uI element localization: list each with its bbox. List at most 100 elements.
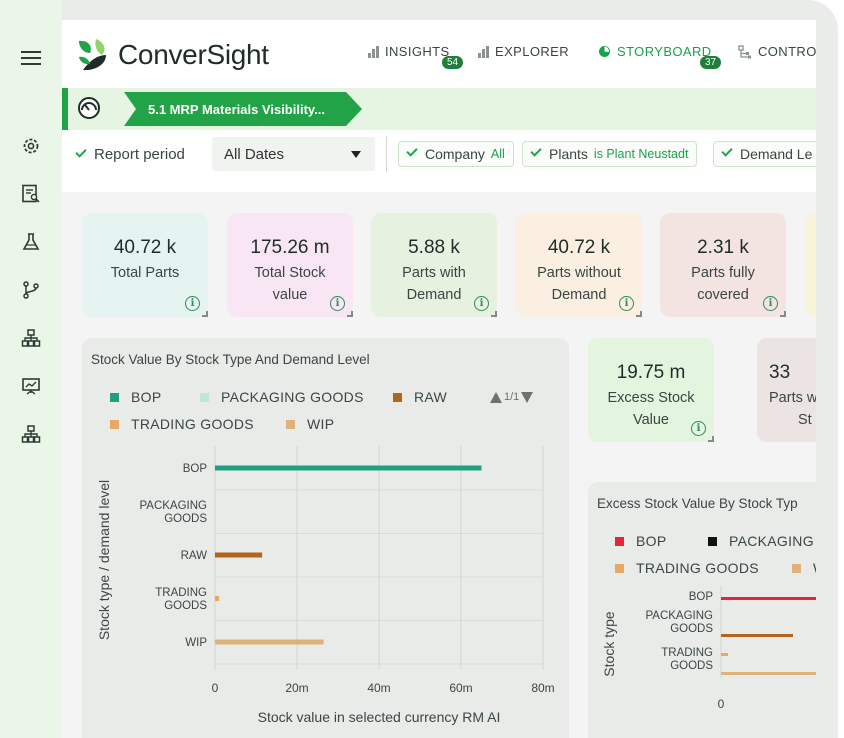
info-icon[interactable]: i	[474, 296, 489, 311]
logo[interactable]: ConverSight	[76, 38, 269, 72]
kpi-excess-stock-value[interactable]: 19.75 m Excess Stock Value i	[588, 338, 714, 442]
dashboard-content: 40.72 k Total Parts i 175.26 m Total Sto…	[62, 192, 816, 738]
nav-control-label: CONTROL	[758, 44, 816, 59]
resize-handle-icon[interactable]	[708, 436, 714, 442]
kpi-parts-fully-covered[interactable]: 2.31 k Parts fully covered i	[660, 213, 786, 317]
legend-pager[interactable]: 1/1	[490, 391, 534, 403]
info-icon[interactable]: i	[619, 296, 634, 311]
plants-label: Plants	[549, 146, 588, 162]
legend-item-wip[interactable]: W	[792, 560, 816, 576]
logo-text: ConverSight	[118, 39, 269, 70]
x-tick-label: 40m	[367, 681, 390, 695]
plants-filter-chip[interactable]: Plants is Plant Neustadt	[522, 141, 698, 167]
presentation-chart-icon[interactable]	[19, 374, 43, 398]
resize-handle-icon[interactable]	[780, 311, 786, 317]
x-axis-label: Stock value in selected currency RM AI	[258, 709, 501, 725]
resize-handle-icon[interactable]	[347, 311, 353, 317]
nav-control[interactable]: CONTROL	[738, 44, 816, 59]
chart-title: Excess Stock Value By Stock Typ	[597, 496, 798, 511]
kpi-card-partial[interactable]	[805, 213, 816, 317]
report-search-icon[interactable]	[19, 182, 43, 206]
kpi-label: Total Parts	[110, 265, 180, 281]
y-tick-label: GOODS	[164, 600, 207, 612]
company-label: Company	[425, 146, 485, 162]
menu-icon[interactable]	[19, 46, 43, 70]
gear-icon[interactable]	[19, 134, 43, 158]
resize-handle-icon[interactable]	[636, 311, 642, 317]
bar-1	[721, 634, 793, 637]
triangle-up-icon[interactable]	[490, 391, 502, 403]
kpi-parts-with-demand[interactable]: 5.88 k Parts with Demand i	[371, 213, 497, 317]
y-tick-label: TRADING	[661, 647, 713, 659]
info-icon[interactable]: i	[185, 296, 200, 311]
kpi-value: 19.75 m	[616, 362, 686, 383]
kpi-parts-partial[interactable]: 33 Parts w St	[757, 338, 816, 442]
story-accent	[62, 88, 68, 130]
legend-item-trading[interactable]: TRADING GOODS	[110, 416, 254, 432]
bar-wip	[215, 639, 324, 645]
legend-item-wip[interactable]: WIP	[286, 416, 334, 432]
triangle-down-icon[interactable]	[521, 391, 534, 403]
filter-divider	[386, 136, 387, 172]
y-tick-label: GOODS	[670, 623, 713, 635]
stock-value-chart-panel: Stock Value By Stock Type And Demand Lev…	[82, 338, 569, 738]
storyboard-bar: 5.1 MRP Materials Visibility...	[62, 88, 816, 130]
legend-item-bop[interactable]: BOP	[110, 389, 161, 405]
report-period-filter[interactable]: Report period	[75, 145, 185, 163]
check-icon	[721, 145, 733, 157]
kpi-total-stock-value[interactable]: 175.26 m Total Stock value i	[227, 213, 353, 317]
caret-down-icon	[351, 151, 361, 158]
top-bar: ConverSight INSIGHTS 54 EXPLORER STORYBO…	[62, 20, 816, 88]
company-filter-chip[interactable]: Company All	[398, 141, 514, 167]
legend-item-packaging[interactable]: PACKAGING GOODS	[200, 389, 364, 405]
nav-insights[interactable]: INSIGHTS	[368, 44, 450, 59]
story-chip[interactable]: 5.1 MRP Materials Visibility...	[124, 92, 364, 126]
y-tick-label: GOODS	[164, 513, 207, 525]
kpi-value: 40.72 k	[547, 237, 611, 258]
legend-item-bop[interactable]: BOP	[615, 533, 666, 549]
storyboard-icon	[599, 46, 610, 57]
x-tick-label: 60m	[449, 681, 472, 695]
gauge-icon[interactable]	[78, 97, 100, 119]
branch-icon[interactable]	[19, 278, 43, 302]
kpi-total-parts[interactable]: 40.72 k Total Parts i	[82, 213, 208, 317]
kpi-value: 33	[769, 362, 791, 383]
org-chart-icon[interactable]	[19, 422, 43, 446]
info-icon[interactable]: i	[330, 296, 345, 311]
legend-item-raw[interactable]: RAW	[393, 389, 447, 405]
conversight-logo-icon	[79, 39, 106, 71]
stock-value-bar-chart: 0 20m 40m 60m 80mBOPPACKAGINGGOODSRAWTRADING…	[96, 446, 555, 725]
control-icon	[738, 44, 751, 58]
y-axis-label: Stock type / demand level	[96, 480, 112, 640]
bar-chart-icon	[478, 45, 489, 58]
info-icon[interactable]: i	[691, 421, 706, 436]
y-tick-label: BOP	[689, 591, 714, 603]
nav-explorer-label: EXPLORER	[495, 44, 570, 59]
story-chip-shape	[124, 92, 362, 126]
report-period-select[interactable]: All Dates	[212, 137, 375, 171]
excess-stock-bar-chart: 02.5mBOPPACKAGINGGOODSTRADINGGOODSStock …	[601, 586, 816, 711]
kpi-parts-without-demand[interactable]: 40.72 k Parts without Demand i	[516, 213, 642, 317]
bar-0	[721, 597, 816, 600]
resize-handle-icon[interactable]	[202, 311, 208, 317]
company-value: All	[490, 147, 505, 161]
y-tick-label: GOODS	[670, 660, 713, 672]
storyboard-badge: 37	[700, 56, 722, 69]
bar-bop	[215, 465, 482, 471]
y-axis-label: Stock type	[601, 611, 617, 677]
legend-item-packaging[interactable]: PACKAGING G	[708, 533, 816, 549]
bar-trading-goods	[215, 596, 220, 601]
bar-2	[721, 653, 728, 656]
legend-item-trading[interactable]: TRADING GOODS	[615, 560, 759, 576]
demand-filter-chip[interactable]: Demand Le	[713, 141, 816, 167]
check-icon	[75, 145, 87, 158]
y-tick-label: BOP	[183, 463, 208, 475]
kpi-label: Total Stock value	[254, 265, 326, 303]
info-icon[interactable]: i	[763, 296, 778, 311]
flask-icon[interactable]	[19, 230, 43, 254]
hierarchy-icon[interactable]	[19, 326, 43, 350]
nav-storyboard[interactable]: STORYBOARD	[598, 44, 712, 59]
nav-explorer[interactable]: EXPLORER	[478, 44, 569, 59]
resize-handle-icon[interactable]	[491, 311, 497, 317]
